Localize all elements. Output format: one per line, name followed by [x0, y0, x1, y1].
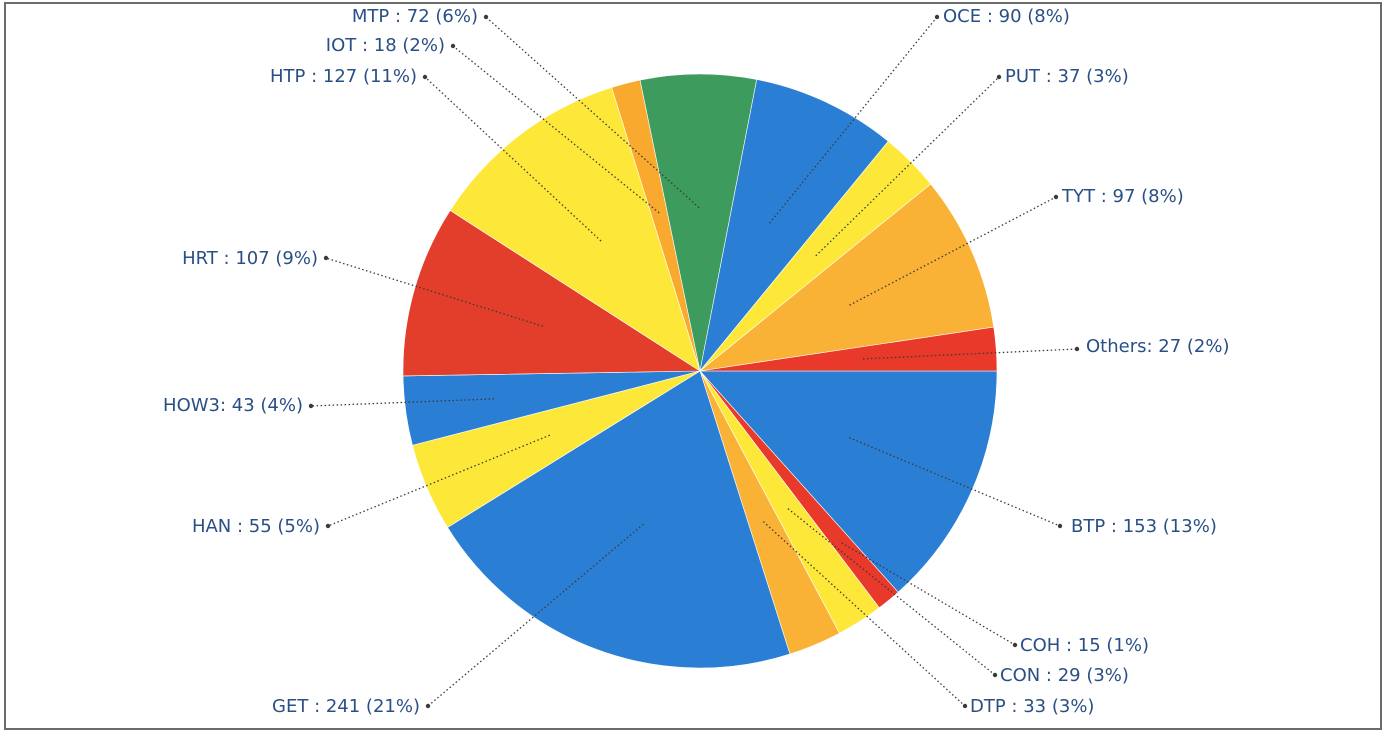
slice-label-get: GET : 241 (21%): [272, 696, 420, 717]
slice-label-oce: OCE : 90 (8%): [943, 6, 1070, 27]
leader-dot-btp: [1057, 523, 1063, 529]
leader-line-con: [787, 508, 996, 676]
labels-layer: BTP : 153 (13%) COH : 15 (1%) CON : 29 (3%…: [163, 6, 1229, 717]
leader-dot-hrt: [323, 255, 329, 261]
slices-layer: [402, 73, 998, 669]
slice-label-mtp: MTP : 72 (6%): [352, 6, 478, 27]
leader-dot-tyt: [1053, 194, 1059, 200]
leader-dot-han: [325, 523, 331, 529]
leader-line-tyt: [849, 196, 1057, 306]
slice-label-htp: HTP : 127 (11%): [270, 66, 417, 87]
leader-line-iot: [452, 45, 660, 214]
pie-slice-tyt: [698, 183, 995, 372]
leader-dot-con: [992, 672, 998, 678]
leader-dot-iot: [450, 43, 456, 49]
leader-dot-dtp: [962, 703, 968, 709]
slice-label-how3: HOW3: 43 (4%): [163, 395, 303, 416]
pie-slice-oce: [699, 79, 889, 372]
leader-line-coh: [841, 542, 1016, 646]
leader-line-dtp: [762, 521, 966, 707]
leader-dot-mtp: [483, 14, 489, 20]
slice-label-tyt: TYT : 97 (8%): [1061, 186, 1184, 207]
leader-line-htp: [424, 76, 602, 242]
slice-label-con: CON : 29 (3%): [1000, 665, 1129, 686]
leader-dot-others: [1074, 346, 1080, 352]
leader-line-hrt: [325, 257, 544, 327]
leader-line-oce: [768, 16, 938, 224]
leader-line-get: [427, 523, 644, 707]
slice-label-dtp: DTP : 33 (3%): [970, 696, 1094, 717]
leader-lines-layer: [308, 14, 1080, 709]
pie-slice-hrt: [402, 210, 701, 377]
slice-label-others: Others: 27 (2%): [1086, 336, 1230, 357]
leader-dot-coh: [1012, 642, 1018, 648]
leader-dot-how3: [308, 403, 314, 409]
slice-label-put: PUT : 37 (3%): [1005, 66, 1129, 87]
slice-label-btp: BTP : 153 (13%): [1071, 516, 1217, 537]
leader-dot-put: [996, 74, 1002, 80]
pie-slice-btp: [699, 370, 998, 593]
pie-slice-get: [447, 370, 791, 669]
leader-line-put: [815, 76, 1000, 257]
leader-line-how3: [310, 398, 495, 407]
leader-dot-oce: [934, 14, 940, 20]
slice-label-coh: COH : 15 (1%): [1020, 635, 1149, 656]
slice-label-han: HAN : 55 (5%): [192, 516, 320, 537]
slice-label-hrt: HRT : 107 (9%): [182, 248, 318, 269]
leader-dot-htp: [422, 74, 428, 80]
pie-slice-others: [699, 326, 998, 372]
pie-slice-mtp: [639, 73, 758, 372]
leader-dot-get: [425, 703, 431, 709]
slice-label-iot: IOT : 18 (2%): [326, 35, 445, 56]
